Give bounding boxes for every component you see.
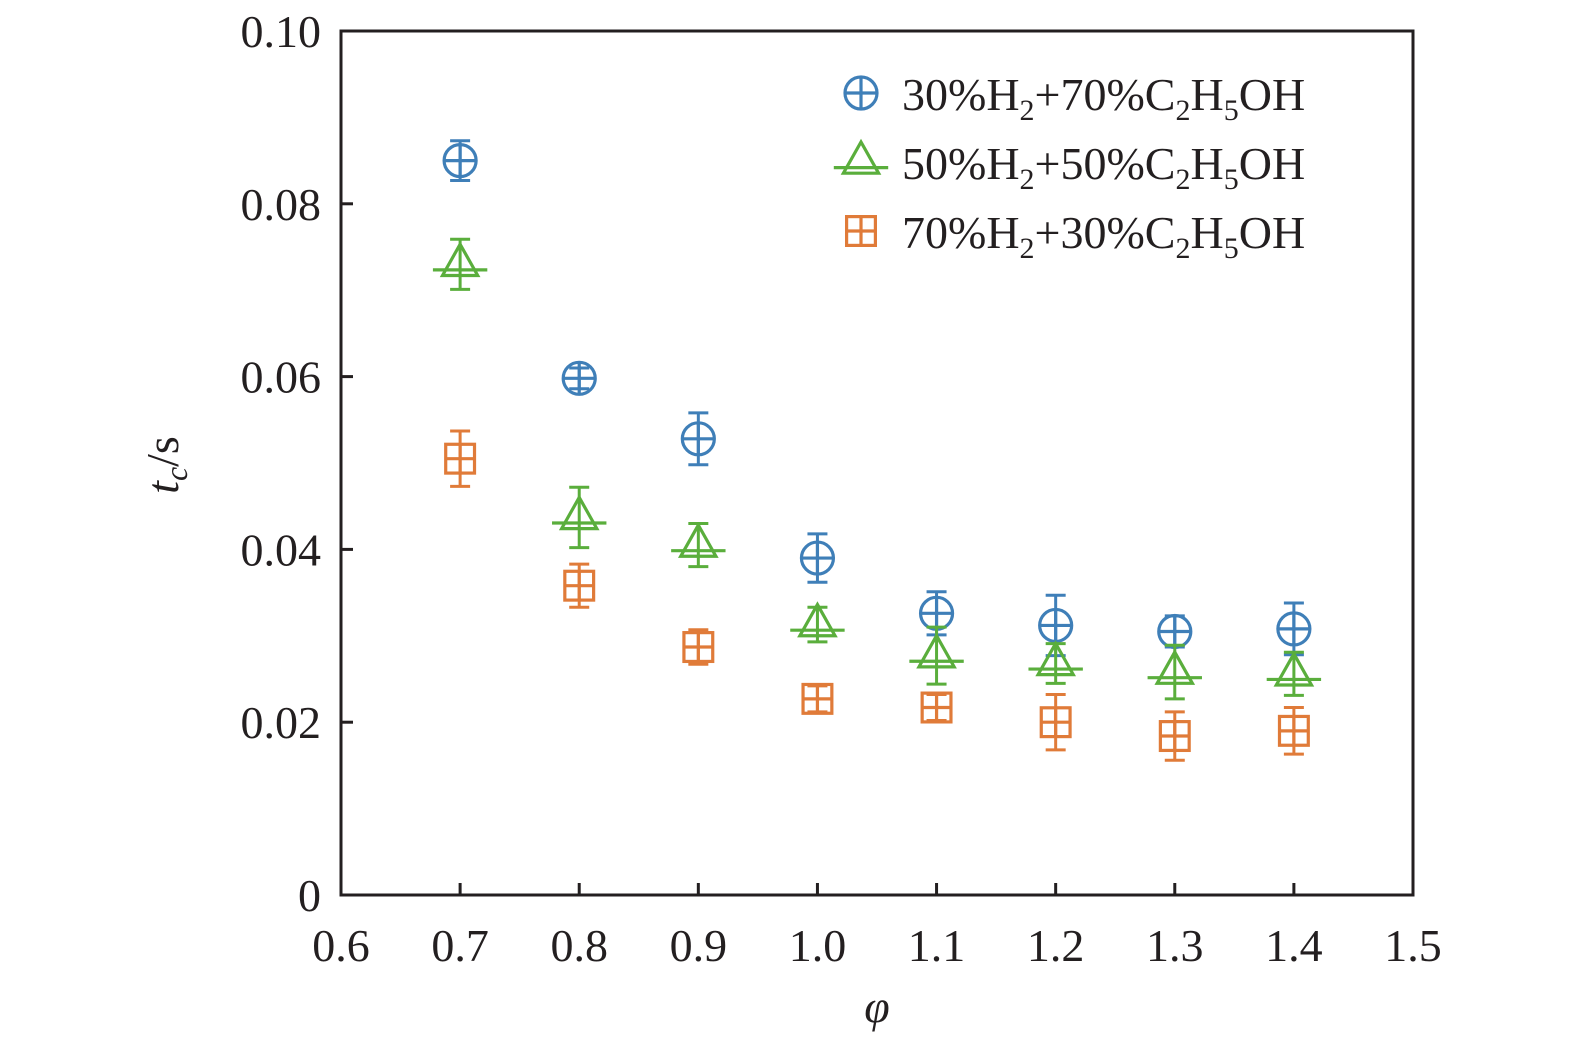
legend-subscript: 2	[1020, 232, 1035, 265]
legend-subscript: 2	[1176, 94, 1191, 127]
y-axis-label-main: t	[137, 480, 188, 494]
legend-text-part: OH	[1239, 69, 1305, 120]
legend-subscript: 2	[1020, 163, 1035, 196]
y-axis-label: tc/s	[137, 436, 194, 494]
y-tick-label: 0.04	[241, 524, 322, 575]
legend-label: 50%H2+50%C2H5OH	[902, 138, 1305, 196]
x-tick-label: 0.8	[550, 920, 608, 971]
legend-subscript: 5	[1224, 163, 1239, 196]
y-axis-label-unit: /s	[137, 436, 188, 467]
x-tick-label: 0.9	[670, 920, 728, 971]
marker-shape	[1035, 640, 1077, 677]
legend-subscript: 5	[1224, 232, 1239, 265]
x-tick-label: 1.3	[1146, 920, 1204, 971]
marker-shape	[1154, 648, 1196, 685]
tick-marks	[339, 29, 1415, 897]
legend-entry: 50%H2+50%C2H5OH	[833, 138, 1305, 196]
legend-text-part: H	[1191, 207, 1224, 258]
x-tick-label: 1.5	[1384, 920, 1442, 971]
data-point	[680, 411, 716, 467]
x-tick-label: 1.0	[789, 920, 847, 971]
legend-label: 70%H2+30%C2H5OH	[902, 207, 1305, 265]
data-point	[1039, 693, 1072, 752]
y-tick-label: 0.06	[241, 352, 322, 403]
data-point	[1158, 710, 1191, 762]
x-axis-label: φ	[864, 981, 889, 1032]
data-point	[563, 562, 596, 609]
marker-shape	[677, 521, 719, 558]
tick-labels: 0.6 0.7 0.8 0.9 1.0 1.1 1.2 1.3 1.4 1.5 0 0.02 0.04 0…	[137, 6, 1442, 1032]
legend-label: 30%H2+70%C2H5OH	[902, 69, 1305, 127]
x-tick-label: 1.1	[908, 920, 966, 971]
legend-text-part: OH	[1239, 207, 1305, 258]
marker-shape	[840, 138, 882, 175]
y-tick-label: 0.10	[241, 6, 322, 57]
legend-subscript: 2	[1176, 232, 1191, 265]
data-point	[920, 691, 953, 724]
marker-shape	[558, 494, 600, 531]
legend-entry: 30%H2+70%C2H5OH	[843, 69, 1305, 127]
marker-shape	[439, 241, 481, 278]
data-point	[682, 628, 715, 666]
legend: 30%H2+70%C2H5OH50%H2+50%C2H5OH70%H2+30%C…	[833, 69, 1305, 265]
x-tick-label: 1.2	[1027, 920, 1085, 971]
data-point	[561, 360, 597, 396]
y-tick-label: 0.08	[241, 179, 322, 230]
x-tick-label: 1.4	[1265, 920, 1323, 971]
data-point	[1276, 601, 1312, 657]
legend-text-part: +30%C	[1035, 207, 1176, 258]
legend-text-part: H	[1191, 138, 1224, 189]
data-point	[1028, 640, 1083, 685]
data-point	[801, 682, 834, 715]
data-point	[799, 532, 836, 584]
marker-shape	[1273, 650, 1315, 687]
data-point	[442, 139, 478, 182]
data-point	[1277, 706, 1310, 756]
legend-text-part: OH	[1239, 138, 1305, 189]
y-axis-label-sub: c	[158, 467, 194, 481]
data-point	[1147, 643, 1202, 701]
legend-subscript: 5	[1224, 94, 1239, 127]
marker-shape	[797, 601, 838, 638]
legend-subscript: 2	[1176, 163, 1191, 196]
data-point	[444, 429, 477, 488]
legend-entry: 70%H2+30%C2H5OH	[844, 207, 1305, 265]
y-tick-label: 0	[298, 870, 321, 921]
legend-text-part: +70%C	[1035, 69, 1176, 120]
data-point	[1157, 613, 1193, 650]
legend-text-part: 30%H	[902, 69, 1020, 120]
legend-text-part: H	[1191, 69, 1224, 120]
axes	[339, 29, 1415, 897]
plot-frame	[339, 29, 1415, 897]
data-point	[432, 237, 488, 291]
data-points	[432, 139, 1322, 762]
legend-text-part: +50%C	[1035, 138, 1176, 189]
data-point	[1266, 650, 1322, 697]
legend-subscript: 2	[1020, 94, 1035, 127]
legend-text-part: 50%H	[902, 138, 1020, 189]
x-tick-label: 0.7	[431, 920, 489, 971]
data-point	[671, 521, 726, 569]
data-point	[909, 625, 964, 686]
y-tick-label: 0.02	[241, 697, 322, 748]
x-tick-label: 0.6	[312, 920, 370, 971]
marker-shape	[916, 632, 957, 669]
legend-text-part: 70%H	[902, 207, 1020, 258]
data-point	[552, 485, 607, 550]
data-point	[790, 601, 845, 644]
